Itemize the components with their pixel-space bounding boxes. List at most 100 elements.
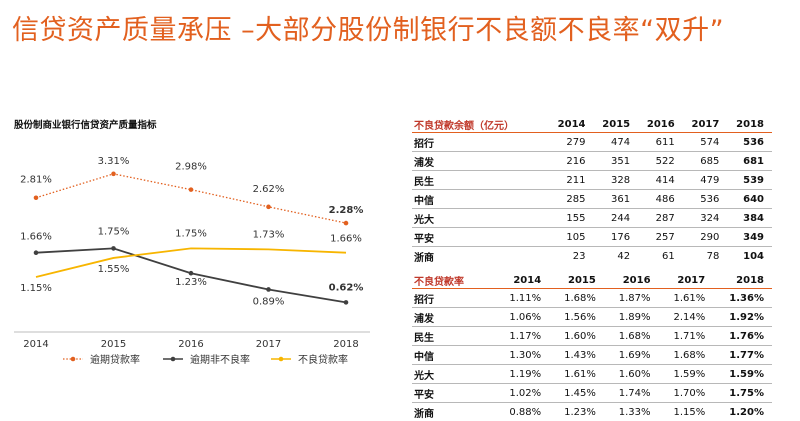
table-cell: 539 (727, 171, 772, 190)
table-cell: 1.89% (604, 308, 659, 327)
legend-label-overdue-non-npl-rate: 逾期非不良率 (190, 351, 250, 366)
table-cell: 361 (594, 190, 639, 209)
data-point (34, 250, 39, 255)
data-label: 2.62% (253, 184, 285, 195)
table-cell: 351 (594, 152, 639, 171)
bank-name: 民生 (412, 327, 494, 346)
slide-title: 信贷资产质量承压 –大部分股份制银行不良额不良率“双升” (12, 8, 724, 47)
table-cell: 105 (549, 228, 594, 247)
data-point (344, 300, 349, 305)
year-header: 2018 (727, 117, 772, 133)
table-cell: 384 (727, 209, 772, 228)
table-cell: 1.69% (604, 346, 659, 365)
table-cell: 349 (727, 228, 772, 247)
x-tick-label: 2016 (178, 339, 203, 350)
table-cell: 279 (549, 133, 594, 152)
data-label: 1.75% (175, 228, 207, 239)
table-cell: 328 (594, 171, 639, 190)
table-cell: 1.61% (659, 289, 714, 308)
table-cell: 414 (638, 171, 683, 190)
legend-label-overdue-rate: 逾期贷款率 (90, 351, 140, 366)
table-cell: 1.56% (549, 308, 604, 327)
year-header: 2017 (659, 273, 714, 289)
table-cell: 522 (638, 152, 683, 171)
table-cell: 685 (683, 152, 728, 171)
legend-item-overdue-non-npl-rate: 逾期非不良率 (162, 351, 250, 366)
bank-name: 招行 (412, 133, 549, 152)
table-cell: 104 (727, 247, 772, 266)
table-cell: 574 (683, 133, 728, 152)
table-cell: 1.59% (659, 365, 714, 384)
legend-item-npl-rate: 不良贷款率 (270, 351, 348, 366)
table-cell: 1.77% (713, 346, 772, 365)
data-point (111, 172, 116, 177)
table-cell: 42 (594, 247, 639, 266)
data-label: 1.73% (253, 229, 285, 240)
table-cell: 0.88% (494, 403, 549, 421)
table-cell: 1.92% (713, 308, 772, 327)
table-cell: 216 (549, 152, 594, 171)
table-cell: 1.68% (659, 346, 714, 365)
table-cell: 1.30% (494, 346, 549, 365)
data-point (189, 271, 194, 276)
table-cell: 1.75% (713, 384, 772, 403)
data-point (344, 221, 349, 226)
table-header-row: 不良贷款余额（亿元） 2014 2015 2016 2017 2018 (412, 117, 772, 133)
data-label: 2.28% (329, 205, 364, 216)
data-label: 3.31% (98, 156, 130, 167)
data-label: 1.23% (175, 277, 207, 288)
table-cell: 1.60% (604, 365, 659, 384)
table-cell: 1.74% (604, 384, 659, 403)
year-header: 2018 (713, 273, 772, 289)
table-cell: 23 (549, 247, 594, 266)
data-label: 1.15% (20, 283, 52, 294)
table-cell: 176 (594, 228, 639, 247)
table-cell: 1.19% (494, 365, 549, 384)
table-cell: 244 (594, 209, 639, 228)
table-cell: 211 (549, 171, 594, 190)
table-cell: 61 (638, 247, 683, 266)
table-cell: 1.36% (713, 289, 772, 308)
table-cell: 285 (549, 190, 594, 209)
data-label: 0.62% (329, 282, 364, 293)
legend-marker-overdue-non-npl-rate (162, 355, 184, 363)
table-cell: 611 (638, 133, 683, 152)
table-cell: 536 (683, 190, 728, 209)
table-cell: 1.33% (604, 403, 659, 421)
table-header-row: 不良贷款率 2014 2015 2016 2017 2018 (412, 273, 772, 289)
table-cell: 290 (683, 228, 728, 247)
table-cell: 1.76% (713, 327, 772, 346)
bank-name: 光大 (412, 209, 549, 228)
table-cell: 640 (727, 190, 772, 209)
table-cell: 1.20% (713, 403, 772, 421)
table-cell: 1.02% (494, 384, 549, 403)
table-cell: 1.59% (713, 365, 772, 384)
year-header: 2016 (638, 117, 683, 133)
table-cell: 479 (683, 171, 728, 190)
table-header-label: 不良贷款率 (412, 273, 494, 289)
bank-name: 平安 (412, 384, 494, 403)
year-header: 2017 (683, 117, 728, 133)
x-tick-label: 2014 (23, 339, 48, 350)
x-tick-label: 2017 (256, 339, 281, 350)
table-cell: 1.43% (549, 346, 604, 365)
data-label: 2.98% (175, 162, 207, 173)
table-cell: 1.60% (549, 327, 604, 346)
table-cell: 155 (549, 209, 594, 228)
table-cell: 1.45% (549, 384, 604, 403)
table-cell: 536 (727, 133, 772, 152)
data-point (189, 187, 194, 192)
x-tick-label: 2018 (333, 339, 358, 350)
year-header: 2015 (594, 117, 639, 133)
bank-name: 浦发 (412, 152, 549, 171)
